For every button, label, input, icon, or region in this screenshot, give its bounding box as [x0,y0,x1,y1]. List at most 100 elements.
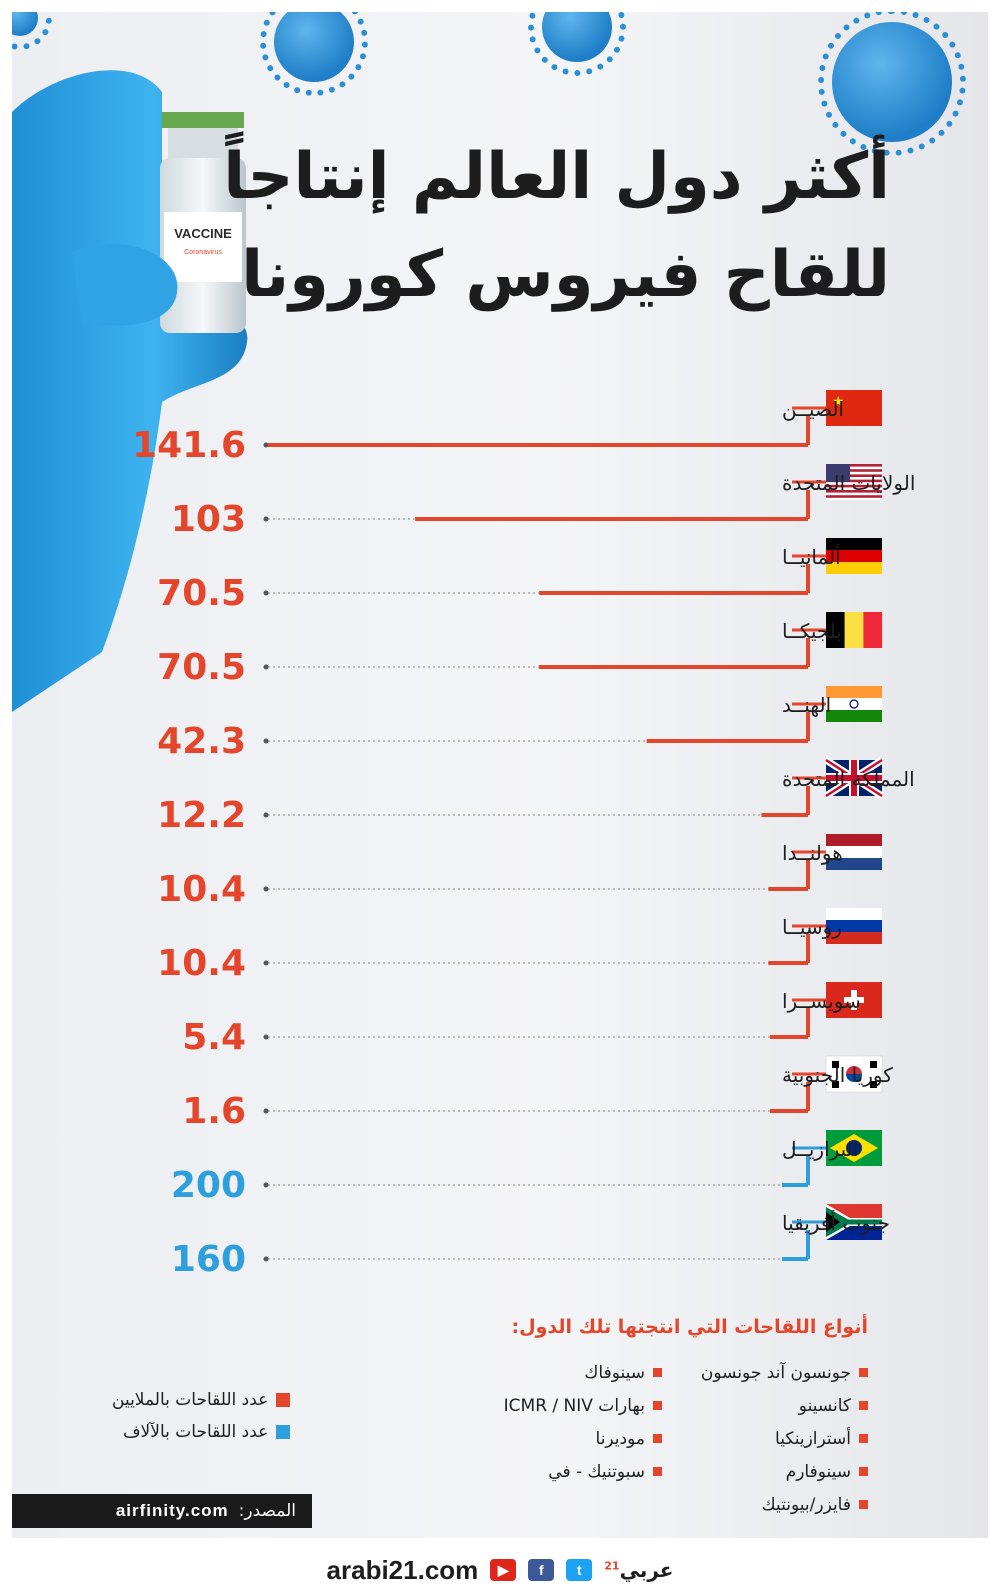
flag-sa-black [826,1212,840,1232]
country-label: جنوب أفريقيا [782,1210,890,1235]
flag-usa-stripe [826,474,882,477]
facebook-icon[interactable]: f [528,1559,555,1581]
value-label: 160 [171,1239,246,1280]
flag-usa-stripe [826,464,882,467]
page-title-line-2: للقاح فيروس كورونا [241,238,890,312]
value-label: 141.6 [132,425,246,466]
vaccine-type-label: سينوفارم [785,1461,851,1482]
value-label: 103 [171,499,246,540]
value-label: 200 [171,1165,246,1206]
guide-dot [263,442,269,448]
vaccine-type-label: فايزر/بيونتيك [761,1494,851,1515]
country-label: الهنــد [782,693,831,717]
legend-swatch-millions [276,1393,291,1407]
flag-korea-bottom [846,1074,862,1082]
flag-russia-band [826,932,882,944]
flag-star: ★ [832,394,845,410]
flag-korea-trigram [870,1061,877,1068]
bullet-icon [859,1467,868,1476]
flag-brazil-globe [846,1140,862,1156]
vaccine-type-label: بهارات ICMR / NIV [503,1395,645,1416]
flag-netherlands-band [826,846,882,858]
flag-usa-stripe [826,479,882,483]
vaccine-type-label: أسترازينكيا [775,1428,851,1449]
page-title-line-1: أكثر دول العالم إنتاجاً [223,140,890,214]
guide-dot [263,738,269,744]
flag-usa-stripe [826,469,882,472]
flag-belgium-band [844,612,864,648]
legend-item-thousands: عدد اللقاحات بالآلاف [112,1416,291,1448]
bullet-icon [859,1500,868,1509]
vaccine-type-label: كانسينو [798,1395,851,1416]
country-label: الولايات المتحدة [782,471,915,495]
flag-russia-band [826,920,882,932]
source-bar: airfinity.com المصدر: [12,1494,312,1528]
source-label: المصدر: [238,1501,296,1521]
flag-uk-cross-red [826,775,882,781]
country-label: المملكة المتحدة [782,767,915,791]
flag-korea-top [846,1066,862,1074]
bullet-icon [859,1368,868,1377]
twitter-icon[interactable]: t [566,1559,593,1581]
flag-china [826,390,882,426]
flag-korea-trigram [832,1061,839,1068]
flag-korea-trigram [832,1081,839,1088]
country-label: كوريا الجنوبية [782,1063,893,1087]
virus-decoration [818,12,966,156]
flag-germany-band [826,538,882,550]
bullet-icon [653,1401,662,1410]
value-label: 70.5 [157,573,246,614]
flag-sa-green [826,1207,882,1237]
guide-dot [263,1108,269,1114]
flag-netherlands-band [826,858,882,870]
flag-india-band [826,686,882,698]
country-label: سويســرا [782,989,861,1013]
flag-netherlands-band [826,834,882,846]
bullet-icon [859,1434,868,1443]
country-label: الصيــن [782,397,844,421]
guide-dot [263,886,269,892]
value-label: 10.4 [157,943,246,984]
infographic-frame: VACCINE Coronavirus [12,12,988,1538]
flag-usa-stripe [826,495,882,498]
vaccine-type-item: موديرنا [504,1422,662,1455]
bullet-icon [653,1467,662,1476]
flag-germany-band [826,550,882,562]
glove-vial-illustration: VACCINE Coronavirus [12,70,248,712]
footer: arabi21.com ▶ f t عربي21 [0,1544,1000,1596]
legend-label-thousands: عدد اللقاحات بالآلاف [122,1422,269,1442]
flag-switzerland-cross [844,997,864,1003]
guide-dot [263,1182,269,1188]
flag-usa-stripe [826,484,882,488]
guide-dot [263,516,269,522]
flag-india-band [826,710,882,722]
flag-india-wheel [849,699,859,709]
country-label: البرازيــل [782,1137,858,1161]
flag-usa-stripe [826,490,882,493]
value-label: 1.6 [182,1091,246,1132]
value-label: 70.5 [157,647,246,688]
vaccine-types-column-left: سينوفاك بهارات ICMR / NIV موديرنا سبوتنيك -… [504,1356,662,1488]
bullet-icon [859,1401,868,1410]
legend-label-millions: عدد اللقاحات بالملايين [112,1390,269,1410]
brand-logo: عربي21 [604,1558,673,1582]
guide-dot [263,812,269,818]
vaccine-type-item: كانسينو [701,1389,868,1422]
virus-decoration [260,12,368,96]
youtube-icon[interactable]: ▶ [490,1559,517,1581]
legend-item-millions: عدد اللقاحات بالملايين [112,1384,291,1416]
value-label: 5.4 [182,1017,246,1058]
vaccine-type-label: سبوتنيك - في [548,1461,645,1482]
flag-korea-trigram [870,1081,877,1088]
guide-dot [263,1034,269,1040]
brand-number: 21 [604,1559,620,1573]
flag-germany-band [826,562,882,574]
flag-india-band [826,698,882,710]
vaccine-type-item: سينوفارم [701,1455,868,1488]
value-label: 42.3 [157,721,246,762]
footer-site[interactable]: arabi21.com [326,1554,479,1585]
legend: عدد اللقاحات بالملايين عدد اللقاحات بالآ… [112,1384,291,1448]
brand-name: عربي [619,1558,674,1582]
vial-label: VACCINE [174,226,232,241]
